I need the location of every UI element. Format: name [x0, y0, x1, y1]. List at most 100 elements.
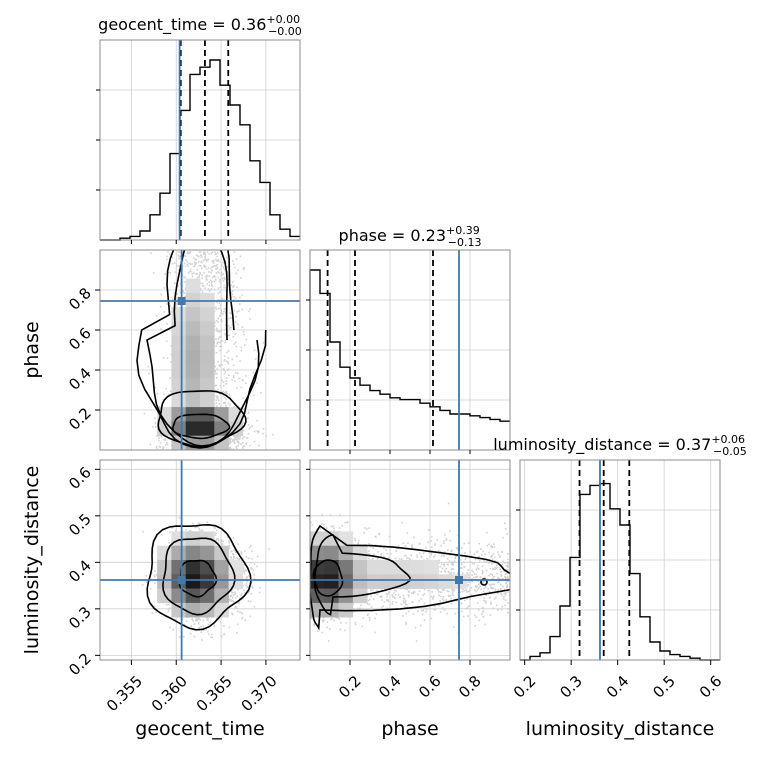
density-cell — [200, 378, 215, 394]
panel-frame-geocent_time-phase — [99, 249, 301, 451]
density-cell — [352, 574, 368, 589]
density-cell — [214, 421, 229, 436]
y-tick-label-phase: 0.6 — [65, 324, 95, 354]
title-luminosity_distance: luminosity_distance = 0.37+0.06 −0.05 — [493, 433, 747, 458]
density-cell — [367, 574, 382, 589]
density-time-phase — [157, 278, 244, 450]
density-cell — [185, 278, 201, 294]
contour-tp-outer2 — [136, 250, 267, 449]
density-cell — [171, 392, 186, 408]
density-cell — [200, 335, 215, 351]
x-tick-label-luminosity_distance: 0.6 — [696, 672, 726, 702]
density-cell — [310, 545, 325, 561]
y-tick-label-luminosity_distance: 0.5 — [65, 510, 95, 540]
gridlines-luminosity_distance-luminosity_distance — [520, 460, 720, 660]
density-phase-dist — [310, 531, 468, 618]
x-tick-label-geocent_time: 0.370 — [238, 672, 281, 715]
density-cell — [185, 350, 201, 365]
density-cell — [410, 574, 425, 589]
density-cell — [381, 574, 396, 589]
y-tick-label-phase: 0.8 — [65, 284, 95, 314]
contour-line — [313, 534, 411, 616]
x-axis-label-geocent_time: geocent_time — [135, 718, 264, 740]
density-cell — [214, 407, 229, 422]
density-cell — [171, 545, 186, 561]
truth-marker-geocent_time-luminosity_distance — [177, 576, 186, 584]
title-sup: +0.39 — [446, 224, 480, 237]
title-sub: −0.00 — [268, 25, 302, 38]
contour-tp-inner — [171, 413, 231, 440]
contour-line — [162, 537, 236, 616]
density-cell — [185, 574, 201, 589]
title-geocent_time: geocent_time = 0.36+0.00 −0.00 — [98, 13, 302, 38]
density-cell — [200, 307, 215, 322]
x-tick-label-phase: 0.4 — [375, 672, 405, 702]
title-phase: phase = 0.23+0.39 −0.13 — [339, 224, 482, 249]
density-cell — [200, 350, 215, 365]
density-cell — [185, 335, 201, 351]
density-cell — [214, 560, 229, 575]
title-sup: +0.06 — [711, 433, 745, 446]
x-tick-label-phase: 0.2 — [335, 672, 365, 702]
title-sup: +0.00 — [266, 13, 300, 26]
density-cell — [352, 545, 368, 561]
density-cell — [185, 378, 201, 394]
density-cell — [200, 392, 215, 408]
density-cell — [171, 364, 186, 379]
density-cell — [367, 560, 382, 575]
contour-line — [136, 250, 267, 449]
density-cell — [228, 407, 244, 422]
density-cell — [214, 435, 229, 450]
y-tick-label-luminosity_distance: 0.6 — [65, 463, 95, 493]
contour-tp-outer — [146, 250, 260, 447]
density-cell — [310, 531, 325, 546]
panels-layer — [95, 39, 721, 665]
gridlines-phase-phase — [310, 250, 510, 450]
density-cell — [214, 574, 229, 589]
density-cell — [395, 560, 411, 575]
contour-line — [146, 250, 260, 447]
density-cell — [324, 545, 339, 561]
density-cell — [171, 307, 186, 322]
histogram-phase — [309, 269, 510, 450]
density-cell — [185, 321, 201, 336]
density-cell — [185, 545, 201, 561]
x-tick-label-geocent_time: 0.360 — [148, 672, 191, 715]
density-cell — [157, 574, 172, 589]
title-main: luminosity_distance = 0.37 — [493, 435, 711, 455]
density-cell — [228, 574, 244, 589]
density-cell — [395, 574, 411, 589]
title-sub: −0.13 — [448, 236, 482, 249]
truth-marker-phase-luminosity_distance — [455, 576, 463, 584]
density-cell — [424, 574, 439, 589]
y-tick-label-phase: 0.4 — [65, 364, 95, 394]
density-cell — [171, 560, 186, 575]
contour-line — [146, 523, 252, 631]
x-tick-label-luminosity_distance: 0.5 — [649, 672, 679, 702]
density-cell — [200, 588, 215, 604]
title-main: geocent_time = 0.36 — [98, 15, 266, 35]
y-tick-label-luminosity_distance: 0.3 — [65, 603, 95, 633]
density-cell — [424, 560, 439, 575]
contour-pd-mid — [313, 534, 411, 616]
x-tick-label-luminosity_distance: 0.3 — [556, 672, 586, 702]
density-cell — [200, 560, 215, 575]
histogram-luminosity_distance — [520, 482, 720, 661]
density-cell — [171, 350, 186, 365]
density-cell — [324, 531, 339, 546]
density-cell — [214, 602, 229, 618]
x-axis-label-phase: phase — [381, 718, 438, 740]
density-cell — [185, 421, 201, 436]
y-tick-label-phase: 0.2 — [65, 404, 95, 434]
contour-pd-outer — [310, 524, 510, 631]
panel-frame-geocent_time-luminosity_distance — [99, 459, 301, 661]
density-cell — [185, 307, 201, 322]
x-tick-label-luminosity_distance: 0.4 — [603, 672, 633, 702]
x-tick-label-phase: 0.6 — [415, 672, 445, 702]
y-axis-label-luminosity_distance: luminosity_distance — [21, 466, 43, 655]
density-cell — [214, 588, 229, 604]
panel-frame-phase-luminosity_distance — [309, 459, 511, 661]
histogram-geocent_time — [100, 59, 300, 241]
density-cell — [438, 574, 454, 589]
